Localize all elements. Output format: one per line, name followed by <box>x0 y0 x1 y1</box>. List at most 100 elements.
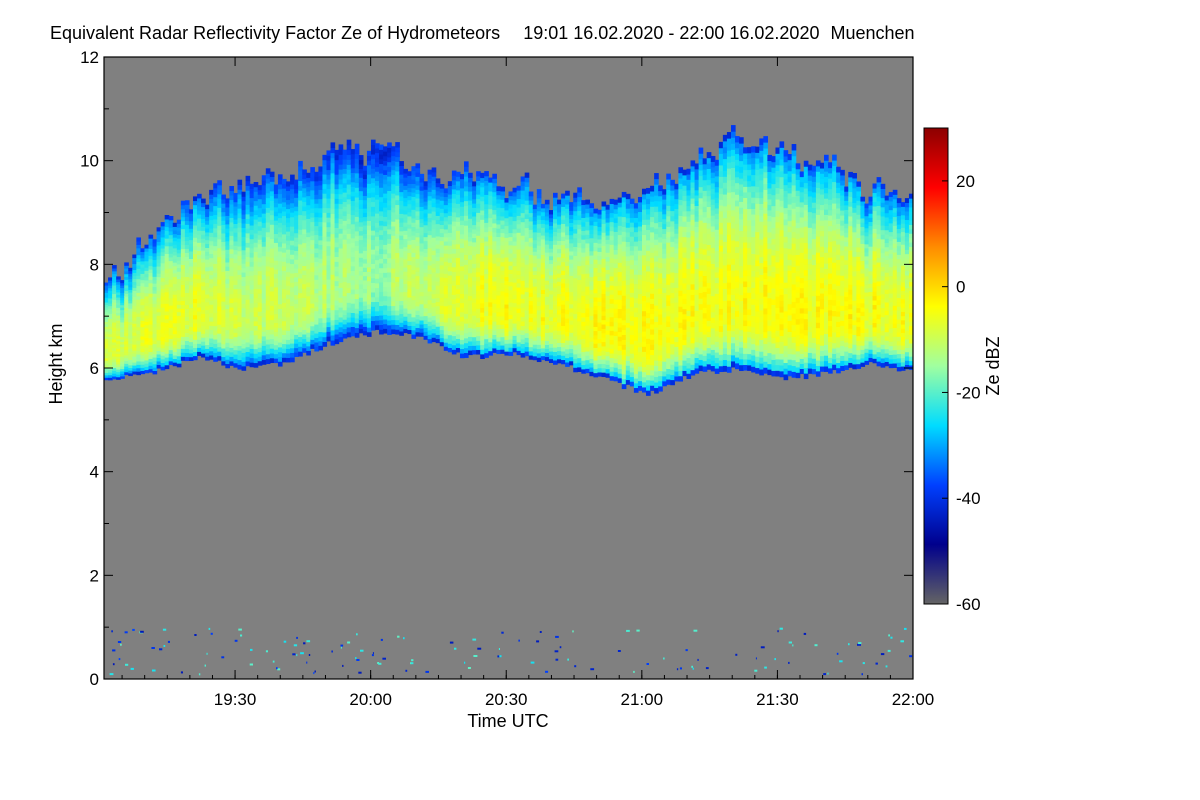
heatmap-cell <box>472 202 477 208</box>
heatmap-cell <box>265 168 271 174</box>
heatmap-cell <box>504 260 510 266</box>
heatmap-cell <box>532 328 538 334</box>
heatmap-cell <box>322 336 328 342</box>
heatmap-cell <box>379 291 384 297</box>
heatmap-cell <box>253 334 259 340</box>
heatmap-cell <box>180 308 186 313</box>
heatmap-cell <box>496 207 502 212</box>
heatmap-cell <box>370 211 376 217</box>
heatmap-cell <box>379 319 384 326</box>
heatmap-cell <box>544 199 550 205</box>
heatmap-cell <box>197 294 202 300</box>
heatmap-cell <box>472 181 477 187</box>
heatmap-cell <box>435 326 441 331</box>
heatmap-cell <box>205 348 210 353</box>
heatmap-cell <box>132 353 137 357</box>
heatmap-cell <box>605 351 611 357</box>
heatmap-cell <box>354 225 360 232</box>
heatmap-cell <box>342 192 348 198</box>
heatmap-cell <box>548 297 554 303</box>
heatmap-cell <box>536 296 542 302</box>
heatmap-cell <box>306 318 311 324</box>
heatmap-cell <box>464 166 469 172</box>
heatmap-cell <box>577 196 582 202</box>
heatmap-cell <box>237 260 243 266</box>
heatmap-cell <box>241 231 247 237</box>
heatmap-cell <box>205 224 210 229</box>
heatmap-cell <box>395 180 400 186</box>
heatmap-cell <box>180 304 186 309</box>
heatmap-cell <box>435 301 441 307</box>
heatmap-cell <box>104 335 109 339</box>
heatmap-cell <box>459 215 465 221</box>
heatmap-cell <box>330 269 336 275</box>
heatmap-cell <box>298 229 303 235</box>
heatmap-cell <box>221 356 226 362</box>
heatmap-cell <box>318 258 324 264</box>
heatmap-cell <box>447 181 453 187</box>
heatmap-cell <box>160 303 166 308</box>
heatmap-cell <box>257 279 263 285</box>
heatmap-cell <box>302 251 307 257</box>
heatmap-cell <box>346 243 352 249</box>
heatmap-cell <box>605 260 611 266</box>
heatmap-cell <box>213 316 218 322</box>
heatmap-cell <box>508 306 514 311</box>
heatmap-cell <box>310 198 315 204</box>
heatmap-cell <box>447 215 453 221</box>
heatmap-cell <box>225 291 230 297</box>
heatmap-cell <box>544 336 550 341</box>
heatmap-cell <box>577 237 582 244</box>
heatmap-cell <box>439 192 445 197</box>
heatmap-cell <box>601 210 607 216</box>
heatmap-cell <box>144 299 150 303</box>
heatmap-cell <box>338 183 344 190</box>
heatmap-cell <box>132 332 137 336</box>
heatmap-cell <box>407 244 413 249</box>
heatmap-cell <box>342 243 348 250</box>
heatmap-cell <box>213 223 218 229</box>
heatmap-cell <box>569 295 574 301</box>
heatmap-cell <box>188 209 194 214</box>
heatmap-cell <box>379 168 384 174</box>
heatmap-cell <box>605 347 611 352</box>
heatmap-cell <box>249 215 255 221</box>
heatmap-cell <box>294 281 299 287</box>
heatmap-cell <box>459 284 465 290</box>
heatmap-cell <box>431 215 437 221</box>
heatmap-cell <box>306 190 311 197</box>
heatmap-cell <box>261 316 267 323</box>
heatmap-cell <box>581 316 586 322</box>
heatmap-cell <box>221 271 226 277</box>
heatmap-cell <box>589 229 595 234</box>
heatmap-cell <box>318 345 324 351</box>
heatmap-cell <box>589 285 595 291</box>
heatmap-cell <box>585 368 590 374</box>
heatmap-cell <box>286 262 291 268</box>
heatmap-cell <box>548 240 554 245</box>
heatmap-cell <box>277 203 283 209</box>
heatmap-cell <box>136 319 141 324</box>
heatmap-cell <box>370 282 376 288</box>
heatmap-cell <box>512 277 518 283</box>
heatmap-cell <box>136 357 141 362</box>
heatmap-cell <box>536 270 542 276</box>
heatmap-cell <box>480 191 485 197</box>
heatmap-cell <box>520 289 526 295</box>
heatmap-cell <box>201 206 206 212</box>
heatmap-cell <box>148 255 154 260</box>
heatmap-cell <box>290 296 295 302</box>
heatmap-cell <box>354 148 360 154</box>
heatmap-cell <box>273 211 279 217</box>
heatmap-cell <box>156 230 162 235</box>
heatmap-cell <box>152 306 158 311</box>
heatmap-cell <box>326 231 332 237</box>
heatmap-cell <box>277 207 283 214</box>
heatmap-cell <box>116 289 121 293</box>
heatmap-cell <box>306 227 311 233</box>
heatmap-cell <box>298 336 303 342</box>
heatmap-cell <box>257 221 263 227</box>
heatmap-cell <box>120 324 125 328</box>
heatmap-cell <box>176 245 182 250</box>
heatmap-cell <box>237 293 243 299</box>
